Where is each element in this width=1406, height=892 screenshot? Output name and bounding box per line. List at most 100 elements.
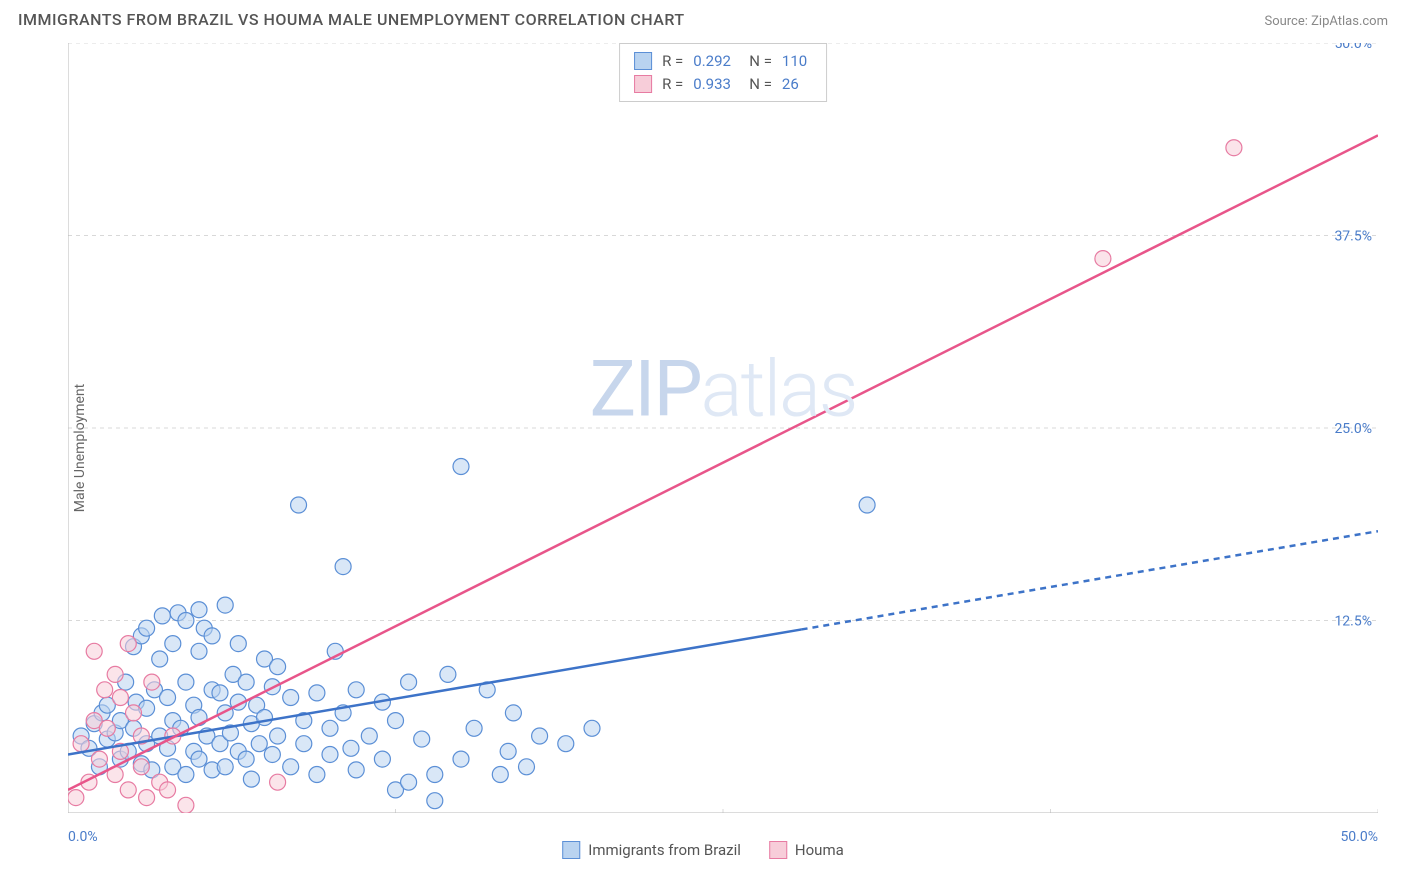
brazil-point	[212, 685, 228, 701]
brazil-point	[283, 690, 299, 706]
brazil-point	[152, 651, 168, 667]
brazil-point	[466, 720, 482, 736]
n-label: N =	[749, 73, 772, 96]
brazil-point	[343, 740, 359, 756]
brazil-point	[505, 705, 521, 721]
houma-trend-line	[68, 135, 1378, 790]
svg-text:12.5%: 12.5%	[1334, 614, 1372, 630]
x-axis-max-label: 50.0%	[1340, 829, 1378, 845]
brazil-point	[309, 767, 325, 783]
houma-point	[120, 636, 136, 652]
brazil-point	[309, 685, 325, 701]
legend-label: Immigrants from Brazil	[588, 841, 741, 859]
brazil-point	[139, 620, 155, 636]
brazil-point	[191, 602, 207, 618]
plot-region: R =0.292N =110R =0.933N =26 ZIPatlas 12.…	[68, 43, 1378, 813]
brazil-point	[859, 497, 875, 513]
legend-stat-row: R =0.933N =26	[634, 73, 812, 96]
houma-point	[1095, 251, 1111, 267]
trend-lines	[68, 135, 1378, 790]
brazil-point	[230, 636, 246, 652]
houma-point	[133, 759, 149, 775]
houma-point	[120, 782, 136, 798]
houma-point	[73, 736, 89, 752]
brazil-point	[191, 751, 207, 767]
houma-point	[97, 682, 113, 698]
houma-point	[91, 751, 107, 767]
chart-svg: 12.5%25.0%37.5%50.0%	[68, 43, 1378, 813]
brazil-point	[519, 759, 535, 775]
brazil-point	[401, 774, 417, 790]
r-value: 0.292	[693, 50, 739, 73]
legend-swatch	[634, 75, 652, 93]
brazil-point	[178, 613, 194, 629]
legend-swatch	[634, 52, 652, 70]
houma-point	[86, 643, 102, 659]
brazil-point	[217, 597, 233, 613]
brazil-point	[291, 497, 307, 513]
brazil-point	[427, 793, 443, 809]
brazil-point	[178, 767, 194, 783]
legend-item: Immigrants from Brazil	[562, 841, 741, 859]
brazil-point	[283, 759, 299, 775]
tick-labels: 12.5%25.0%37.5%50.0%	[1334, 43, 1372, 630]
source-name: ZipAtlas.com	[1311, 14, 1388, 29]
brazil-point	[270, 728, 286, 744]
brazil-point	[361, 728, 377, 744]
r-value: 0.933	[693, 73, 739, 96]
brazil-point	[427, 767, 443, 783]
houma-point	[160, 782, 176, 798]
legend-item: Houma	[769, 841, 844, 859]
chart-area: Male Unemployment R =0.292N =110R =0.933…	[18, 33, 1388, 863]
brazil-point	[335, 559, 351, 575]
houma-point	[270, 774, 286, 790]
grid-group	[68, 43, 1378, 813]
legend-swatch	[769, 841, 787, 859]
r-label: R =	[662, 73, 683, 96]
brazil-point	[217, 759, 233, 775]
houma-point	[126, 705, 142, 721]
series-legend: Immigrants from Brazil Houma	[562, 841, 844, 859]
r-label: R =	[662, 50, 683, 73]
houma-point	[68, 790, 84, 806]
brazil-point	[238, 751, 254, 767]
x-axis-min-label: 0.0%	[68, 829, 98, 845]
chart-title: IMMIGRANTS FROM BRAZIL VS HOUMA MALE UNE…	[18, 10, 685, 29]
legend-label: Houma	[795, 841, 844, 859]
brazil-point	[453, 751, 469, 767]
brazil-point	[154, 608, 170, 624]
brazil-point	[401, 674, 417, 690]
brazil-point	[191, 643, 207, 659]
brazil-point	[165, 636, 181, 652]
brazil-point	[453, 459, 469, 475]
houma-point	[112, 690, 128, 706]
brazil-point	[270, 659, 286, 675]
svg-text:50.0%: 50.0%	[1334, 43, 1372, 52]
brazil-point	[348, 682, 364, 698]
brazil-point	[584, 720, 600, 736]
brazil-point	[532, 728, 548, 744]
brazil-point	[500, 743, 516, 759]
houma-point	[1226, 140, 1242, 156]
scatter-points	[68, 140, 1242, 813]
brazil-point	[348, 762, 364, 778]
houma-point	[99, 720, 115, 736]
brazil-point	[322, 720, 338, 736]
brazil-point	[178, 674, 194, 690]
houma-point	[107, 666, 123, 682]
brazil-point	[322, 746, 338, 762]
houma-point	[144, 674, 160, 690]
brazil-point	[251, 736, 267, 752]
houma-point	[178, 797, 194, 813]
brazil-point	[492, 767, 508, 783]
brazil-point	[374, 751, 390, 767]
source-attribution: Source: ZipAtlas.com	[1264, 14, 1388, 29]
brazil-point	[388, 713, 404, 729]
svg-text:25.0%: 25.0%	[1334, 421, 1372, 437]
brazil-point	[160, 690, 176, 706]
legend-stat-row: R =0.292N =110	[634, 50, 812, 73]
brazil-point	[296, 736, 312, 752]
n-label: N =	[749, 50, 772, 73]
brazil-point	[204, 628, 220, 644]
brazil-point	[264, 746, 280, 762]
